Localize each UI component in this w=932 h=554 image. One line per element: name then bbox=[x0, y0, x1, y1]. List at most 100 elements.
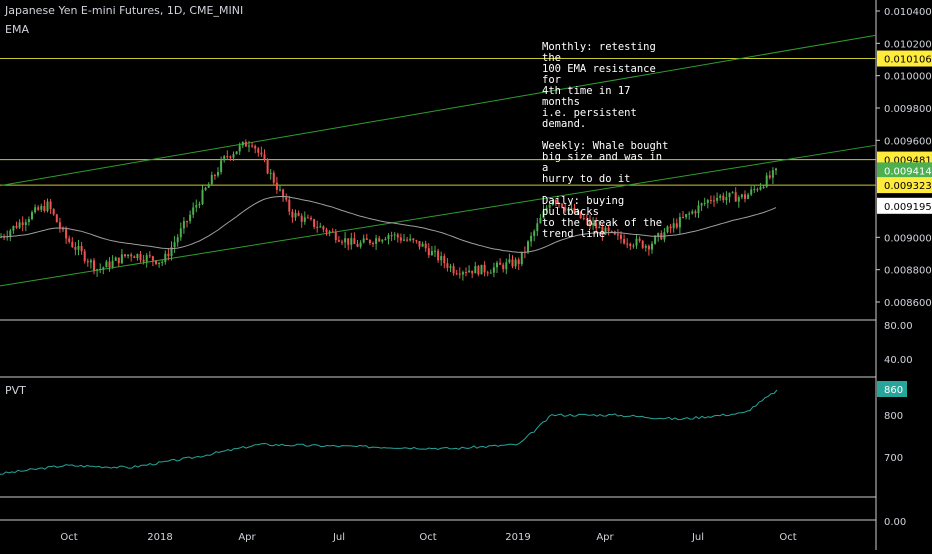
candle-body bbox=[344, 238, 347, 243]
candle-body bbox=[548, 204, 551, 208]
candle-body bbox=[576, 211, 579, 214]
candle-body bbox=[136, 254, 139, 259]
candle-body bbox=[43, 205, 46, 212]
candle-body bbox=[251, 145, 254, 147]
candle-body bbox=[551, 199, 554, 205]
price-badge-label: 0.009481 bbox=[884, 156, 932, 167]
candle-body bbox=[703, 202, 706, 204]
price-badge-label: 0.009414 bbox=[884, 166, 932, 177]
candle-body bbox=[198, 203, 201, 206]
candle-body bbox=[685, 214, 688, 218]
candle-body bbox=[9, 230, 12, 237]
candle-body bbox=[108, 261, 111, 268]
candle-body bbox=[341, 241, 343, 243]
candle-body bbox=[561, 203, 564, 208]
candle-body bbox=[499, 262, 502, 265]
price-badge bbox=[877, 197, 932, 214]
candle-body bbox=[582, 218, 585, 220]
candle-body bbox=[421, 243, 424, 247]
candle-body bbox=[74, 247, 77, 250]
candle-body bbox=[657, 233, 660, 237]
candle-body bbox=[49, 201, 52, 210]
candle-body bbox=[458, 273, 461, 275]
candle-body bbox=[489, 272, 492, 274]
candle-body bbox=[465, 272, 467, 274]
pvt-badge bbox=[877, 381, 907, 397]
candle-body bbox=[204, 187, 207, 190]
candle-body bbox=[93, 260, 95, 271]
candle-body bbox=[406, 239, 409, 241]
candle-body bbox=[96, 269, 99, 271]
candle-body bbox=[105, 261, 108, 268]
candle-body bbox=[527, 241, 529, 252]
candle-body bbox=[164, 253, 167, 262]
candle-body bbox=[579, 211, 582, 219]
candle-body bbox=[226, 156, 229, 158]
candle-body bbox=[387, 235, 390, 240]
candle-body bbox=[114, 257, 117, 261]
candle-body bbox=[257, 148, 260, 153]
candle-body bbox=[151, 256, 154, 261]
candle-body bbox=[269, 172, 272, 174]
ema-indicator-label[interactable]: EMA bbox=[5, 23, 29, 36]
candle-body bbox=[719, 195, 722, 198]
candle-body bbox=[83, 251, 86, 262]
candle-body bbox=[434, 250, 436, 252]
candle-body bbox=[328, 231, 331, 233]
candle-body bbox=[27, 219, 30, 223]
candle-body bbox=[319, 226, 322, 228]
candle-body bbox=[483, 264, 486, 273]
candle-body bbox=[750, 189, 753, 195]
candle-body bbox=[449, 266, 452, 268]
candle-body bbox=[285, 197, 288, 200]
candle-body bbox=[300, 215, 303, 222]
candle-body bbox=[390, 235, 393, 237]
price-badge bbox=[877, 177, 932, 194]
price-tick-label: 0.008800 bbox=[884, 266, 932, 277]
candle-body bbox=[629, 243, 632, 246]
annotation-note[interactable]: Monthly: retesting the 100 EMA resistanc… bbox=[542, 41, 669, 240]
candle-body bbox=[263, 154, 266, 160]
candle-body bbox=[713, 200, 715, 202]
candle-body bbox=[142, 259, 145, 262]
candle-body bbox=[145, 255, 148, 262]
time-tick-label: Oct bbox=[60, 532, 77, 543]
candle-body bbox=[102, 267, 105, 270]
candle-body bbox=[492, 267, 495, 273]
candle-body bbox=[40, 205, 43, 210]
candle-body bbox=[728, 192, 731, 198]
candle-body bbox=[89, 260, 92, 263]
candle-body bbox=[672, 223, 675, 229]
candle-body bbox=[291, 211, 294, 218]
candle-body bbox=[362, 238, 365, 243]
candle-body bbox=[486, 272, 489, 274]
candle-body bbox=[502, 264, 505, 270]
candle-body bbox=[182, 221, 185, 229]
candle-body bbox=[651, 243, 653, 250]
candle-body bbox=[31, 212, 33, 220]
candle-body bbox=[55, 214, 58, 223]
candle-body bbox=[18, 222, 21, 228]
candle-body bbox=[331, 231, 334, 233]
candle-body bbox=[37, 207, 40, 210]
candle-body bbox=[775, 168, 777, 171]
candle-body bbox=[737, 197, 740, 202]
candle-body bbox=[753, 189, 756, 191]
candle-body bbox=[325, 229, 328, 233]
candle-body bbox=[508, 259, 511, 263]
candle-body bbox=[734, 192, 737, 202]
candle-body bbox=[117, 257, 120, 264]
candle-body bbox=[396, 234, 399, 238]
candle-body bbox=[176, 237, 179, 243]
pvt-indicator-label[interactable]: PVT bbox=[5, 384, 26, 397]
candle-body bbox=[356, 243, 359, 247]
candle-body bbox=[127, 254, 130, 257]
time-tick-label: Jul bbox=[691, 532, 704, 543]
candle-body bbox=[759, 187, 762, 190]
candle-body bbox=[306, 217, 309, 219]
candle-body bbox=[310, 217, 312, 220]
price-tick-label: 0.008600 bbox=[884, 298, 932, 309]
middle-tick-label: 40.00 bbox=[884, 355, 913, 366]
